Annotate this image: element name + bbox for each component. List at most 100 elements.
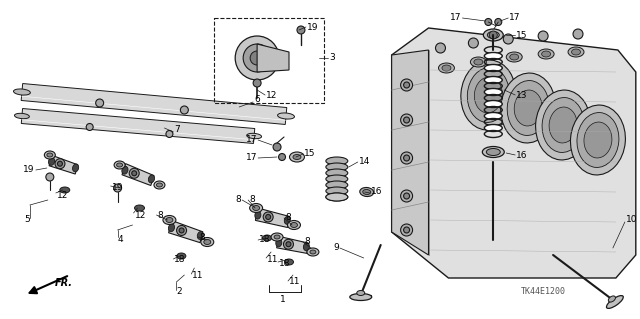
Ellipse shape (49, 158, 54, 165)
Circle shape (286, 242, 291, 247)
Ellipse shape (201, 238, 214, 247)
Ellipse shape (293, 154, 301, 160)
Text: 17: 17 (246, 153, 257, 162)
Ellipse shape (154, 181, 165, 189)
Ellipse shape (541, 51, 550, 57)
Ellipse shape (500, 73, 556, 143)
Polygon shape (168, 220, 203, 243)
Text: 17: 17 (509, 13, 521, 23)
Ellipse shape (442, 65, 451, 71)
Polygon shape (392, 50, 429, 255)
Ellipse shape (326, 187, 348, 195)
Text: 17: 17 (246, 136, 257, 145)
Text: 8: 8 (157, 211, 163, 219)
Ellipse shape (549, 107, 577, 143)
Text: 10: 10 (626, 216, 637, 225)
Ellipse shape (506, 52, 522, 62)
Circle shape (166, 130, 173, 137)
Ellipse shape (60, 187, 70, 193)
Ellipse shape (287, 220, 300, 229)
Ellipse shape (177, 253, 186, 259)
Circle shape (297, 26, 305, 34)
Text: 15: 15 (304, 150, 316, 159)
Ellipse shape (253, 205, 260, 211)
Text: 19: 19 (307, 23, 319, 32)
Ellipse shape (609, 296, 616, 302)
Circle shape (503, 34, 513, 44)
Ellipse shape (484, 53, 502, 60)
Ellipse shape (607, 296, 623, 308)
Ellipse shape (284, 216, 291, 224)
Circle shape (235, 36, 279, 80)
Ellipse shape (486, 149, 500, 155)
Ellipse shape (467, 68, 509, 122)
Text: 11: 11 (193, 271, 204, 279)
Ellipse shape (134, 205, 145, 211)
Text: 6: 6 (254, 95, 260, 105)
Text: 11: 11 (267, 256, 278, 264)
Text: 8: 8 (304, 238, 310, 247)
Text: 8: 8 (199, 233, 205, 241)
Text: 8: 8 (249, 196, 255, 204)
Text: 12: 12 (266, 91, 278, 100)
Ellipse shape (204, 240, 211, 244)
Text: 11: 11 (289, 278, 301, 286)
Text: 17: 17 (450, 13, 461, 23)
Ellipse shape (484, 64, 502, 71)
Text: 14: 14 (359, 158, 370, 167)
Ellipse shape (483, 146, 504, 158)
Circle shape (401, 224, 413, 236)
Circle shape (468, 38, 478, 48)
Circle shape (55, 159, 65, 169)
Circle shape (243, 44, 271, 72)
Circle shape (266, 214, 271, 219)
Ellipse shape (163, 216, 176, 225)
Ellipse shape (262, 235, 271, 241)
Circle shape (129, 168, 139, 178)
Circle shape (404, 117, 410, 123)
Circle shape (95, 99, 104, 107)
Ellipse shape (271, 233, 283, 241)
Ellipse shape (166, 218, 173, 222)
Text: 13: 13 (516, 91, 528, 100)
Circle shape (435, 43, 445, 53)
Circle shape (404, 155, 410, 161)
Ellipse shape (474, 59, 483, 65)
Polygon shape (255, 208, 289, 227)
Ellipse shape (197, 232, 204, 240)
Ellipse shape (303, 243, 309, 251)
Ellipse shape (246, 133, 262, 139)
Circle shape (180, 106, 188, 114)
Ellipse shape (291, 222, 298, 227)
Ellipse shape (47, 153, 53, 157)
Ellipse shape (350, 293, 372, 300)
Circle shape (495, 19, 502, 26)
Circle shape (404, 193, 410, 199)
Text: 9: 9 (333, 243, 339, 253)
Circle shape (253, 79, 261, 87)
Text: 18: 18 (259, 235, 271, 244)
Ellipse shape (114, 161, 125, 169)
Circle shape (573, 29, 583, 39)
Polygon shape (257, 44, 289, 72)
Ellipse shape (156, 183, 163, 187)
Circle shape (401, 190, 413, 202)
Text: 2: 2 (177, 287, 182, 296)
Circle shape (284, 239, 294, 249)
Circle shape (401, 79, 413, 91)
Text: 18: 18 (174, 256, 186, 264)
Ellipse shape (514, 90, 542, 126)
Ellipse shape (326, 163, 348, 171)
Ellipse shape (168, 224, 175, 232)
Ellipse shape (484, 113, 502, 120)
Ellipse shape (363, 189, 371, 195)
Circle shape (132, 171, 137, 176)
Ellipse shape (310, 250, 316, 254)
Text: 8: 8 (236, 196, 241, 204)
Polygon shape (21, 84, 287, 124)
Text: 16: 16 (371, 188, 382, 197)
Circle shape (490, 31, 497, 39)
Text: 1: 1 (280, 295, 286, 305)
Circle shape (114, 184, 122, 192)
Ellipse shape (307, 248, 319, 256)
